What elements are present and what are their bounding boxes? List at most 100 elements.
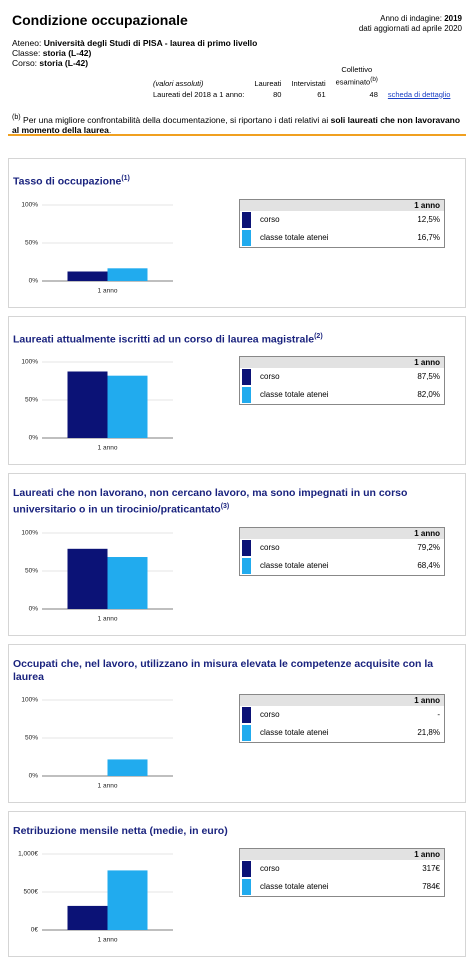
table-header: 1 anno [240,199,444,211]
y-tick-label: 100% [21,359,38,366]
legend-swatch [242,229,251,246]
title-note: (3) [220,503,230,510]
panels: Tasso di occupazione(1) 0% 50% 100% 1 anno 1 … [0,158,474,957]
cell: 48 [369,89,378,99]
legend-label: corso [260,214,280,224]
survey-year: 2019 [444,14,462,23]
page: Condizione occupazionale Anno di indagin… [8,0,466,957]
bar [67,271,108,281]
title-text: Occupati che, nel lavoro, utilizzano in … [13,657,434,683]
chart-panel: Laureati attualmente iscritti ad un cors… [8,315,466,465]
bar [107,267,148,281]
table-row: classe totale atenei 784€ [240,878,444,896]
chart: 0% 50% 100% 1 anno [21,359,173,452]
chart: 0% 50% 100% 1 anno [21,529,173,622]
y-tick-label: 50% [25,239,38,246]
table-row: classe totale atenei 68,4% [240,557,444,575]
bar [107,758,148,776]
table-row: corso 317€ [240,860,444,878]
cell: 61 [317,89,326,99]
y-tick-label: 50% [25,397,38,404]
y-tick-label: 50% [25,734,38,741]
survey-label: Anno di indagine: [380,14,442,23]
table-row: corso 79,2% [240,539,444,557]
bar [67,905,108,930]
legend-table: 1 anno corso 317€ classe totale atenei 784€ [239,847,445,897]
table-header: 1 anno [240,357,444,368]
y-tick-label: 500€ [24,888,39,895]
legend-label: corso [260,372,280,381]
title-text: Laureati attualmente iscritti ad un cors… [13,333,315,345]
bar [67,371,108,438]
note-text: Per una migliore confrontabilità della d… [23,114,329,125]
value-label: 82,0% [417,390,440,399]
y-tick-label: 0% [29,435,39,442]
column-note: (b) [370,76,378,83]
table-row: corso 87,5% [240,368,444,386]
detail-link[interactable]: scheda di dettaglio [387,89,451,99]
y-tick-label: 100% [21,529,38,536]
value-label: 68,4% [417,560,440,570]
y-tick-label: 50% [25,567,38,574]
header: Condizione occupazionale Anno di indagin… [8,0,466,136]
column-header: (valori assoluti) [153,78,204,88]
value-label: 79,2% [417,542,440,552]
chart-title: Tasso di occupazione(1) [9,159,465,189]
value-label: 16,7% [417,232,440,242]
title-text: Laureati che non lavorano, non cercano l… [13,487,408,516]
legend-swatch [242,878,251,895]
info-label: Corso: [12,58,38,68]
legend-swatch [242,387,251,403]
column-header: Collettivo esaminato [335,65,373,87]
y-tick-label: 100% [21,201,38,208]
chart-row: 0% 50% 100% 1 anno 1 anno corso - classe totale… [9,692,465,802]
bar [107,375,148,438]
chart-title: Occupati che, nel lavoro, utilizzano in … [9,645,465,684]
info-label: Classe: [12,48,41,58]
y-tick-label: 100% [21,696,38,703]
legend-table: 1 anno corso 79,2% classe totale atenei 68,4… [239,526,445,576]
table-header: 1 anno [240,694,444,706]
legend-label: classe totale atenei [260,881,329,891]
chart-title: Laureati che non lavorano, non cercano l… [9,474,465,517]
legend-swatch [242,557,251,574]
chart-panel: Tasso di occupazione(1) 0% 50% 100% 1 anno 1 … [8,158,466,308]
legend-label: corso [260,709,280,719]
legend-swatch [242,724,251,741]
legend-table: 1 anno corso 87,5% classe totale atenei 82,0… [239,356,445,405]
value-label: 784€ [422,881,440,891]
value-label: 317€ [422,863,440,873]
bar [107,869,148,930]
legend-swatch [242,539,251,556]
chart-title: Retribuzione mensile netta (medie, in eu… [9,812,465,838]
value-label: 87,5% [417,372,440,381]
note-bold: soli laureati che non lavoravano al mome… [12,114,461,135]
title-text: Tasso di occupazione [13,175,122,188]
updated: dati aggiornati ad aprile 2020 [358,24,462,33]
chart-row: 0% 50% 100% 1 anno 1 anno corso 79,2% classe to… [9,525,465,635]
x-tick-label: 1 anno [98,615,118,622]
chart-title: Laureati attualmente iscritti ad un cors… [9,317,465,347]
title-note: (1) [121,175,130,182]
column-header: Laureati [254,78,282,88]
info: Ateneo: Università degli Studi di PISA -… [12,38,257,68]
title-text: Retribuzione mensile netta (medie, in eu… [13,824,228,837]
legend-table: 1 anno corso - classe totale atenei 21,8% [239,693,445,743]
note: (b) Per una migliore confrontabilità del… [12,112,462,135]
sample-table: (valori assoluti) Laureati Intervistati Col… [148,64,455,100]
title-note: (2) [314,332,323,340]
chart-panel: Occupati che, nel lavoro, utilizzano in … [8,643,466,803]
legend-label: classe totale atenei [260,560,329,570]
bar [67,548,108,609]
column-header: Intervistati [291,78,326,88]
chart-row: 0% 50% 100% 1 anno 1 anno corso 12,5% classe to… [9,197,465,307]
table-row: corso - [240,706,444,724]
y-tick-label: 0% [29,277,39,284]
x-tick-label: 1 anno [98,936,118,943]
legend-label: corso [260,863,280,873]
row-label: Laureati del 2018 a 1 anno: [153,89,245,99]
table-row: classe totale atenei 21,8% [240,724,444,742]
info-value: storia (L-42) [39,58,89,68]
survey-info: Anno di indagine: 2019 dati aggiornati ad… [359,14,462,34]
legend-label: classe totale atenei [260,390,329,399]
